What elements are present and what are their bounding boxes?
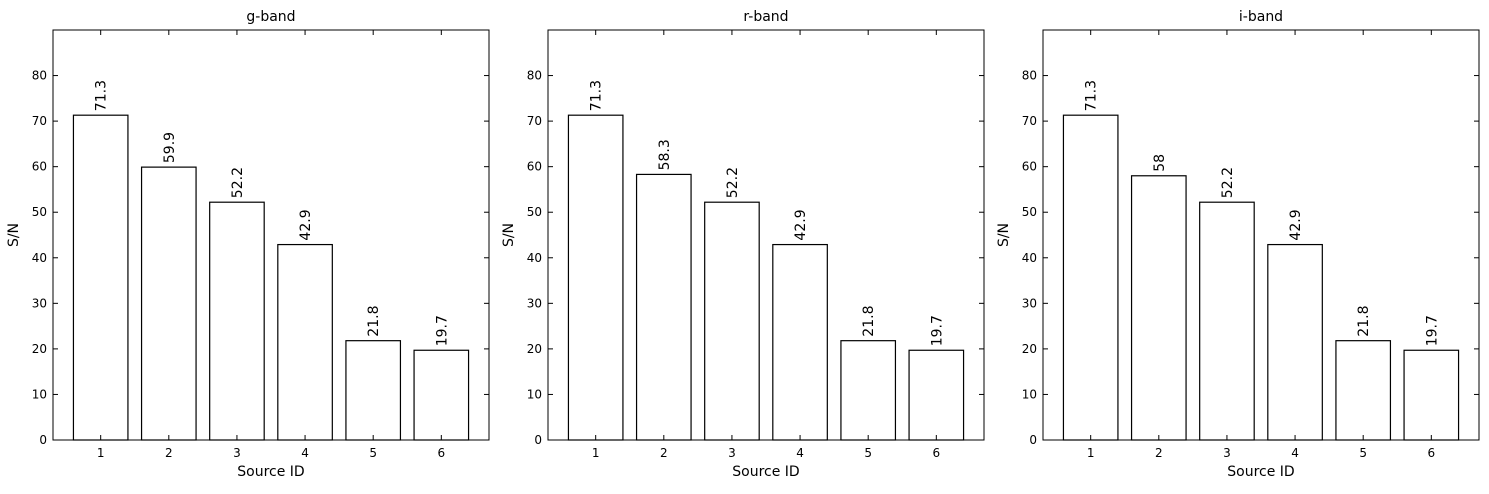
panel-title: g-band: [246, 9, 295, 25]
panel: 71.3 59.9 52.2 42.9 21.8 19.7 0 10 20 30 40 50 60 70 8…: [6, 9, 490, 480]
x-tick-label: 5: [1359, 446, 1367, 460]
x-tick-label: 1: [1087, 446, 1095, 460]
x-tick-label: 3: [1223, 446, 1231, 460]
value-label: 21.8: [861, 306, 877, 337]
bar: [635, 173, 692, 441]
bar: [277, 243, 333, 441]
y-tick-label: 70: [527, 114, 542, 128]
x-axis-label: Source ID: [732, 464, 799, 480]
value-label: 42.9: [793, 209, 809, 240]
y-tick-label: 30: [32, 296, 47, 310]
y-tick-label: 10: [1022, 387, 1037, 401]
value-label: 71.3: [1084, 80, 1100, 111]
plot-frame: [547, 29, 985, 441]
y-tick-label: 40: [527, 251, 542, 265]
x-tick-label: 3: [233, 446, 241, 460]
y-axis-label: S/N: [996, 223, 1012, 247]
x-tick-label: 1: [592, 446, 600, 460]
y-tick-label: 30: [527, 296, 542, 310]
x-tick-label: 3: [728, 446, 736, 460]
panel: 71.3 58.3 52.2 42.9 21.8 19.7 0 10 20 30 40 50 60 70 8…: [501, 9, 985, 480]
y-tick-label: 20: [32, 342, 47, 356]
panel: 71.3 58 52.2 42.9 21.8 19.7 0 10 20 30 40 50 60 70 80 1…: [996, 9, 1480, 480]
value-label: 58.3: [657, 139, 673, 170]
y-tick-label: 60: [1022, 160, 1037, 174]
y-tick-label: 50: [32, 205, 47, 219]
y-tick-label: 80: [527, 69, 542, 83]
bar: [140, 166, 197, 441]
value-label: 52.2: [725, 167, 741, 198]
y-tick-label: 30: [1022, 296, 1037, 310]
y-tick-label: 0: [1029, 433, 1037, 447]
x-tick-label: 4: [1291, 446, 1299, 460]
value-label: 42.9: [298, 209, 314, 240]
value-label: 19.7: [434, 315, 450, 346]
y-tick-label: 0: [39, 433, 47, 447]
bar: [704, 201, 760, 441]
x-tick-label: 1: [97, 446, 105, 460]
y-tick-label: 20: [1022, 342, 1037, 356]
bar: [1130, 175, 1187, 441]
y-axis-label: S/N: [6, 223, 22, 247]
value-label: 71.3: [94, 80, 110, 111]
value-label: 58: [1152, 154, 1168, 172]
value-label: 71.3: [589, 80, 605, 111]
y-tick-label: 40: [1022, 251, 1037, 265]
y-tick-label: 40: [32, 251, 47, 265]
x-tick-label: 6: [437, 446, 445, 460]
bar: [1267, 243, 1323, 441]
y-tick-label: 0: [534, 433, 542, 447]
plot-frame: [1042, 29, 1480, 441]
value-label: 21.8: [1356, 306, 1372, 337]
y-tick-label: 50: [527, 205, 542, 219]
value-label: 52.2: [230, 167, 246, 198]
y-tick-label: 20: [527, 342, 542, 356]
plot-frame: [52, 29, 490, 441]
bar: [772, 243, 828, 441]
bar: [1199, 201, 1255, 441]
bar: [413, 349, 470, 441]
y-tick-label: 50: [1022, 205, 1037, 219]
x-tick-label: 6: [932, 446, 940, 460]
y-tick-label: 70: [32, 114, 47, 128]
bar: [1335, 340, 1392, 441]
bar: [209, 201, 265, 441]
y-tick-label: 10: [32, 387, 47, 401]
y-tick-label: 10: [527, 387, 542, 401]
x-tick-label: 4: [301, 446, 309, 460]
bar: [908, 349, 965, 441]
x-tick-label: 6: [1427, 446, 1435, 460]
y-axis-label: S/N: [501, 223, 517, 247]
value-label: 59.9: [162, 132, 178, 163]
x-tick-label: 5: [864, 446, 872, 460]
bar: [567, 114, 624, 441]
panel-title: r-band: [743, 9, 788, 25]
value-label: 21.8: [366, 306, 382, 337]
value-label: 19.7: [929, 315, 945, 346]
bar: [840, 340, 897, 441]
value-label: 42.9: [1288, 209, 1304, 240]
value-label: 52.2: [1220, 167, 1236, 198]
x-tick-label: 2: [1155, 446, 1163, 460]
y-tick-label: 60: [32, 160, 47, 174]
x-tick-label: 2: [165, 446, 173, 460]
x-tick-label: 4: [796, 446, 804, 460]
y-tick-label: 60: [527, 160, 542, 174]
y-tick-label: 80: [1022, 69, 1037, 83]
x-axis-label: Source ID: [1227, 464, 1294, 480]
bar: [1403, 349, 1460, 441]
bar: [72, 114, 129, 441]
y-tick-label: 80: [32, 69, 47, 83]
x-tick-label: 2: [660, 446, 668, 460]
bar: [345, 340, 402, 441]
x-tick-label: 5: [369, 446, 377, 460]
y-tick-label: 70: [1022, 114, 1037, 128]
bar: [1062, 114, 1119, 441]
panel-title: i-band: [1239, 9, 1283, 25]
x-axis-label: Source ID: [237, 464, 304, 480]
value-label: 19.7: [1424, 315, 1440, 346]
